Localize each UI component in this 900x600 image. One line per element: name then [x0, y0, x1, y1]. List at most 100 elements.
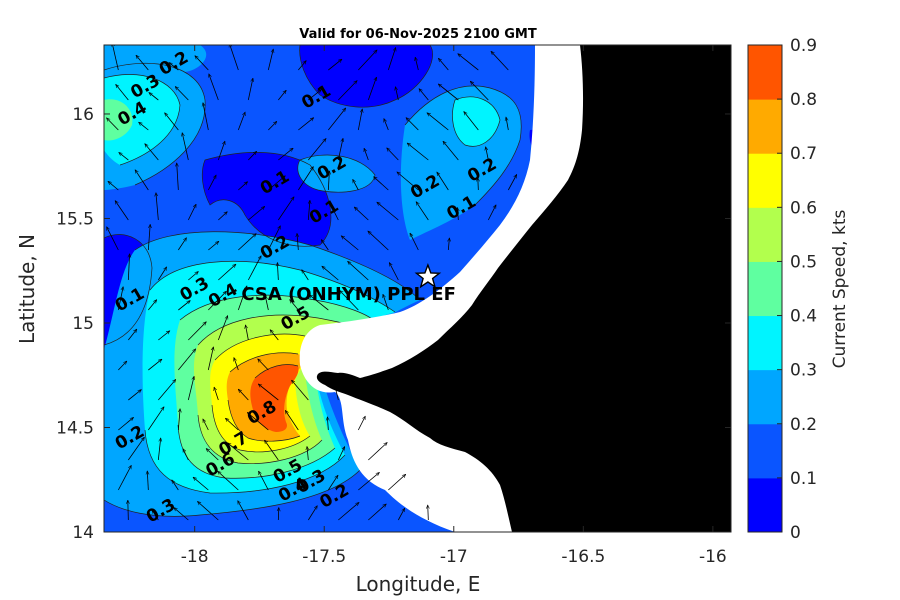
current-arrow [157, 267, 166, 281]
speed-band-0.8-0.9 [250, 364, 299, 432]
current-arrow [438, 84, 459, 101]
colorbar-swatch [748, 369, 782, 425]
current-arrow [182, 133, 189, 161]
current-arrow [277, 263, 278, 281]
speed-band-0-0.1 [299, 45, 433, 108]
current-arrow [265, 440, 279, 461]
current-arrow [237, 501, 249, 521]
current-arrow [208, 291, 226, 311]
current-arrow [458, 54, 479, 71]
current-arrow [368, 231, 389, 251]
colorbar-tick-label: 0.7 [790, 144, 817, 164]
land-mass [316, 45, 731, 532]
current-arrow [258, 384, 279, 401]
current-arrow [157, 438, 160, 461]
current-arrow [237, 286, 247, 311]
current-arrow [278, 90, 286, 101]
current-arrow [188, 322, 206, 341]
current-arrow [292, 380, 309, 401]
colorbar-tick-label: 0.2 [790, 415, 817, 435]
current-arrow [187, 376, 194, 401]
current-arrow [491, 51, 509, 71]
current-arrow [374, 177, 389, 191]
current-arrow [308, 90, 321, 101]
current-arrow [337, 447, 346, 461]
current-arrow [341, 236, 359, 251]
current-arrow [419, 89, 429, 101]
current-arrow [395, 87, 399, 101]
current-arrow [217, 316, 227, 341]
current-arrow [270, 330, 279, 341]
current-arrow [397, 172, 419, 191]
current-arrow [246, 325, 249, 341]
colorbar-tick-label: 0.3 [790, 361, 817, 381]
current-arrow [487, 205, 497, 221]
current-arrow [208, 241, 218, 251]
current-arrow [217, 141, 225, 161]
current-arrow [268, 121, 276, 131]
x-tick-label: -18 [181, 547, 209, 567]
current-arrow [377, 202, 399, 221]
current-arrow [258, 359, 269, 371]
current-arrow [207, 347, 213, 371]
current-arrow [428, 505, 429, 521]
current-arrow [115, 201, 129, 221]
current-arrow [298, 61, 306, 71]
x-tick-label: -16.5 [561, 547, 605, 567]
current-arrow [116, 84, 129, 101]
current-arrow [238, 182, 247, 191]
current-arrow [368, 443, 387, 461]
current-arrow [247, 413, 269, 431]
contour-lines [104, 45, 522, 517]
colorbar: 0 0.1 0.2 0.3 0.4 0.5 0.6 0.7 0.8 0.9 [747, 36, 817, 543]
current-arrow [268, 176, 285, 191]
current-arrow [148, 359, 162, 371]
current-arrow [177, 163, 179, 191]
current-arrow [348, 261, 369, 281]
colorbar-tick-label: 0.1 [790, 469, 817, 489]
current-arrow [298, 118, 313, 131]
current-arrow [107, 118, 119, 131]
current-arrow [148, 300, 156, 311]
current-arrow [437, 172, 449, 191]
current-arrow [357, 416, 366, 431]
plot-frame [103, 44, 732, 533]
speed-band-0.3-0.4 [452, 96, 500, 147]
current-arrow [470, 81, 489, 101]
current-arrow [128, 329, 136, 341]
current-arrow [218, 212, 227, 221]
current-arrow [158, 331, 169, 341]
current-arrow [187, 204, 197, 221]
colorbar-swatch [748, 207, 782, 262]
current-arrow [258, 471, 269, 491]
x-axis-ticks: -18 -17.5 -17 -16.5 -16 [181, 45, 727, 567]
current-arrow [117, 465, 132, 491]
colorbar-swatch [748, 153, 782, 208]
current-arrow [147, 471, 148, 491]
current-arrow [384, 119, 389, 131]
current-arrow [367, 77, 376, 101]
current-arrow [388, 474, 405, 491]
current-arrow [177, 409, 180, 431]
current-arrow [152, 510, 159, 521]
current-arrow [397, 508, 406, 521]
current-arrow [328, 171, 329, 191]
current-arrow [368, 504, 386, 521]
current-arrow [507, 175, 518, 191]
current-arrow [358, 50, 377, 71]
speed-band-0.3-0.4 [104, 74, 180, 165]
plot-area [104, 45, 731, 532]
colorbar-swatch [748, 99, 782, 154]
current-arrow [506, 117, 509, 131]
current-arrow [335, 385, 339, 401]
current-arrow [148, 407, 164, 431]
x-tick-label: -17.5 [302, 547, 346, 567]
current-arrow [448, 238, 449, 251]
current-arrow [147, 224, 150, 251]
y-tick-label: 14 [72, 523, 94, 543]
current-arrow [406, 118, 419, 131]
x-axis-label: Longitude, E [356, 572, 481, 596]
colorbar-tick-label: 0.5 [790, 252, 817, 272]
current-arrow [328, 108, 345, 131]
